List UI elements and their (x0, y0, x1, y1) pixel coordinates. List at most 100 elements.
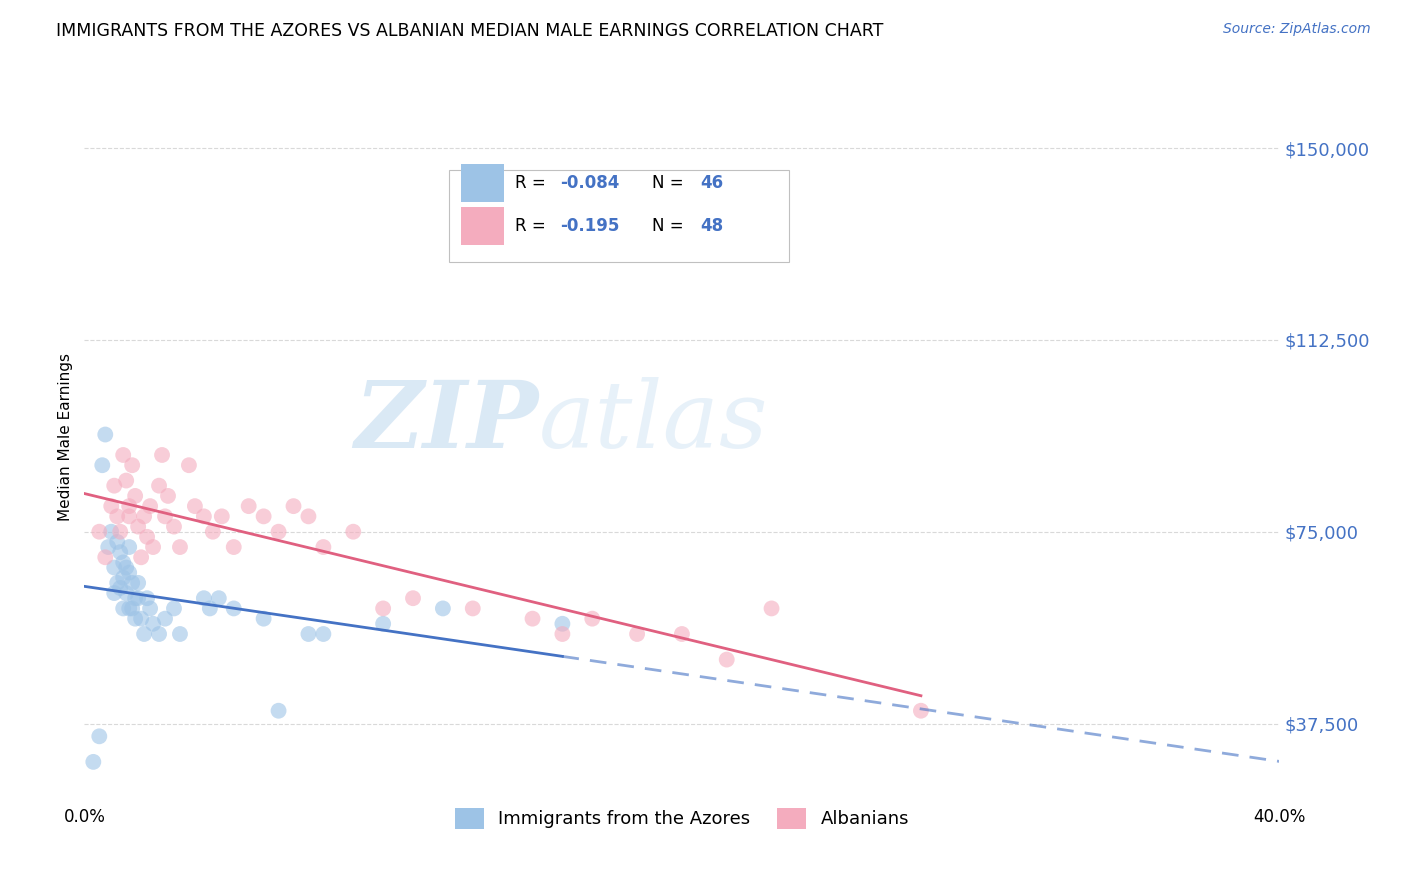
Point (184, 499, 207, 513)
Point (115, 560, 138, 574)
Point (551, 616, 574, 631)
Point (581, 612, 603, 626)
Point (910, 704, 932, 718)
Point (373, 601, 395, 615)
Point (193, 591, 215, 606)
Text: 46: 46 (700, 174, 723, 193)
Point (238, 499, 260, 513)
Point (626, 627, 648, 641)
Point (82, 755, 104, 769)
Point (208, 591, 231, 606)
Point (142, 540, 165, 554)
Point (105, 535, 128, 549)
Point (112, 555, 135, 569)
Point (121, 575, 143, 590)
Point (118, 509, 141, 524)
Point (312, 627, 335, 641)
Point (105, 575, 128, 590)
Point (222, 601, 245, 615)
Text: R =: R = (515, 217, 551, 235)
Point (89, 524, 111, 539)
Point (97, 540, 120, 554)
Point (522, 612, 544, 626)
Point (121, 458, 143, 473)
Point (267, 704, 290, 718)
Point (115, 586, 138, 600)
Point (118, 566, 141, 580)
Point (118, 540, 141, 554)
Point (112, 571, 135, 585)
Point (342, 524, 364, 539)
Point (253, 612, 276, 626)
Point (94, 550, 117, 565)
Point (153, 612, 176, 626)
Point (169, 627, 191, 641)
Point (157, 489, 180, 503)
Text: ZIP: ZIP (354, 377, 538, 467)
Point (118, 499, 141, 513)
Point (91, 458, 114, 473)
Point (283, 499, 305, 513)
Text: atlas: atlas (538, 377, 768, 467)
Point (169, 540, 191, 554)
Point (211, 509, 233, 524)
Point (373, 616, 395, 631)
Y-axis label: Median Male Earnings: Median Male Earnings (58, 353, 73, 521)
Point (103, 560, 125, 574)
Point (129, 550, 152, 565)
Point (297, 509, 319, 524)
Point (127, 591, 149, 606)
Point (115, 474, 138, 488)
Text: N =: N = (652, 174, 689, 193)
Point (100, 524, 122, 539)
Legend: Immigrants from the Azores, Albanians: Immigrants from the Azores, Albanians (446, 798, 918, 838)
Point (139, 499, 162, 513)
Point (112, 448, 135, 462)
Point (94, 427, 117, 442)
Text: N =: N = (652, 217, 689, 235)
Text: -0.084: -0.084 (560, 174, 620, 193)
Point (124, 489, 146, 503)
Point (297, 627, 319, 641)
Point (136, 591, 159, 606)
Point (127, 575, 149, 590)
Text: 48: 48 (700, 217, 723, 235)
Point (193, 509, 215, 524)
Point (461, 601, 484, 615)
FancyBboxPatch shape (461, 207, 503, 244)
Point (312, 540, 335, 554)
Point (132, 509, 156, 524)
Point (198, 601, 221, 615)
Point (177, 458, 200, 473)
Point (148, 627, 170, 641)
Point (127, 519, 149, 533)
Point (150, 448, 173, 462)
Point (124, 612, 146, 626)
Point (716, 652, 738, 666)
Point (432, 601, 454, 615)
Point (112, 601, 135, 615)
Text: IMMIGRANTS FROM THE AZORES VS ALBANIAN MEDIAN MALE EARNINGS CORRELATION CHART: IMMIGRANTS FROM THE AZORES VS ALBANIAN M… (56, 22, 883, 40)
Point (153, 509, 176, 524)
Point (163, 519, 186, 533)
Point (110, 581, 132, 595)
Point (222, 540, 245, 554)
FancyBboxPatch shape (461, 164, 503, 202)
Point (118, 601, 141, 615)
Text: R =: R = (515, 174, 551, 193)
Point (110, 545, 132, 559)
Point (136, 530, 159, 544)
Point (103, 478, 125, 492)
FancyBboxPatch shape (449, 170, 790, 261)
Point (139, 601, 162, 615)
Point (121, 601, 143, 615)
Point (129, 612, 152, 626)
Text: -0.195: -0.195 (560, 217, 620, 235)
Point (201, 524, 224, 539)
Point (253, 509, 276, 524)
Text: Source: ZipAtlas.com: Source: ZipAtlas.com (1223, 22, 1371, 37)
Point (761, 601, 783, 615)
Point (110, 524, 132, 539)
Point (132, 627, 156, 641)
Point (100, 499, 122, 513)
